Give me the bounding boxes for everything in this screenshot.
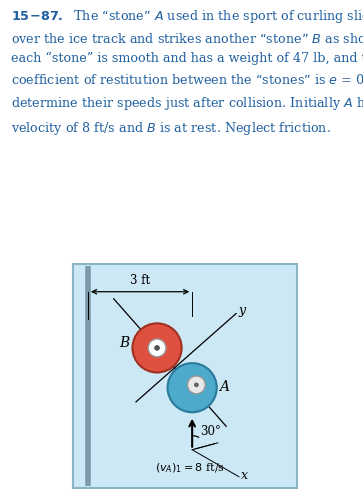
Text: $\mathbf{15\!-\!87.}$  The “stone” $\it{A}$ used in the sport of curling slides
: $\mathbf{15\!-\!87.}$ The “stone” $\it{A… — [11, 8, 363, 136]
Circle shape — [148, 339, 166, 357]
Text: $(\mathit{v}_A)_1 = 8$ ft/s: $(\mathit{v}_A)_1 = 8$ ft/s — [155, 462, 225, 475]
Text: 3 ft: 3 ft — [130, 274, 150, 287]
Text: y: y — [238, 304, 245, 317]
Circle shape — [132, 323, 182, 373]
Circle shape — [155, 346, 159, 350]
Circle shape — [168, 363, 217, 412]
Text: x: x — [241, 469, 248, 482]
Text: A: A — [220, 380, 229, 394]
Circle shape — [195, 383, 198, 387]
Text: B: B — [119, 336, 130, 350]
Text: 30°: 30° — [200, 425, 221, 438]
Circle shape — [187, 376, 205, 394]
